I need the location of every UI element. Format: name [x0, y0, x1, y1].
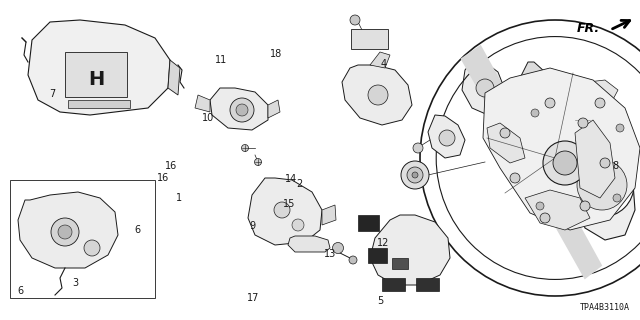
Circle shape — [349, 256, 357, 264]
Text: 11: 11 — [214, 55, 227, 65]
Circle shape — [580, 201, 590, 211]
Polygon shape — [428, 115, 465, 158]
Polygon shape — [195, 95, 210, 112]
Text: 13: 13 — [323, 249, 336, 260]
Circle shape — [536, 202, 544, 210]
Polygon shape — [268, 100, 280, 118]
Polygon shape — [68, 100, 130, 108]
Polygon shape — [248, 178, 322, 245]
Text: TPA4B3110A: TPA4B3110A — [580, 303, 630, 312]
Text: 6: 6 — [134, 225, 141, 236]
FancyBboxPatch shape — [392, 258, 408, 268]
Circle shape — [230, 98, 254, 122]
Circle shape — [236, 104, 248, 116]
Polygon shape — [370, 52, 390, 68]
Text: FR.: FR. — [577, 21, 600, 35]
Text: 7: 7 — [49, 89, 56, 100]
Polygon shape — [580, 80, 618, 105]
Polygon shape — [370, 215, 450, 285]
Text: 14: 14 — [285, 173, 298, 184]
Circle shape — [543, 141, 587, 185]
Text: 12: 12 — [376, 238, 389, 248]
Circle shape — [401, 161, 429, 189]
Polygon shape — [575, 120, 615, 198]
Circle shape — [241, 145, 248, 151]
Circle shape — [476, 79, 494, 97]
Circle shape — [407, 167, 423, 183]
Text: 3: 3 — [72, 278, 79, 288]
FancyBboxPatch shape — [358, 214, 378, 230]
Circle shape — [553, 151, 577, 175]
Text: 4: 4 — [381, 59, 387, 69]
Circle shape — [368, 85, 388, 105]
Text: 6: 6 — [17, 286, 24, 296]
Text: 9: 9 — [250, 220, 256, 231]
Text: 18: 18 — [270, 49, 283, 59]
FancyBboxPatch shape — [381, 277, 404, 291]
Polygon shape — [525, 190, 590, 230]
Circle shape — [616, 124, 624, 132]
Polygon shape — [322, 205, 336, 225]
Polygon shape — [487, 123, 525, 163]
Circle shape — [274, 202, 290, 218]
Circle shape — [578, 118, 588, 128]
Text: 2: 2 — [296, 179, 303, 189]
Circle shape — [58, 225, 72, 239]
Text: 16: 16 — [165, 161, 178, 172]
Text: 5: 5 — [378, 296, 384, 306]
Circle shape — [333, 243, 344, 253]
FancyBboxPatch shape — [367, 247, 387, 262]
Circle shape — [413, 143, 423, 153]
Circle shape — [545, 98, 555, 108]
Circle shape — [577, 160, 627, 210]
Polygon shape — [168, 60, 180, 95]
Circle shape — [350, 15, 360, 25]
Polygon shape — [520, 62, 552, 112]
Polygon shape — [342, 65, 412, 125]
Circle shape — [500, 128, 510, 138]
Text: 17: 17 — [246, 292, 259, 303]
Circle shape — [595, 98, 605, 108]
Text: 1: 1 — [176, 193, 182, 204]
Circle shape — [255, 158, 262, 165]
FancyBboxPatch shape — [65, 52, 127, 97]
Circle shape — [84, 240, 100, 256]
Text: 10: 10 — [202, 113, 214, 124]
Circle shape — [412, 172, 418, 178]
FancyBboxPatch shape — [351, 29, 388, 49]
Circle shape — [570, 153, 634, 217]
Text: 8: 8 — [612, 161, 619, 172]
Circle shape — [439, 130, 455, 146]
Polygon shape — [462, 58, 505, 115]
Circle shape — [540, 213, 550, 223]
Circle shape — [613, 194, 621, 202]
Polygon shape — [483, 68, 640, 230]
Polygon shape — [505, 82, 520, 100]
Polygon shape — [461, 45, 602, 279]
Text: 16: 16 — [157, 172, 170, 183]
Circle shape — [531, 109, 539, 117]
Circle shape — [600, 158, 610, 168]
Circle shape — [292, 219, 304, 231]
Polygon shape — [210, 88, 268, 130]
Polygon shape — [288, 236, 330, 252]
Text: 15: 15 — [283, 199, 296, 209]
Text: H: H — [88, 69, 104, 89]
Circle shape — [51, 218, 79, 246]
Circle shape — [510, 173, 520, 183]
FancyBboxPatch shape — [415, 277, 438, 291]
Polygon shape — [568, 95, 635, 240]
Polygon shape — [18, 192, 118, 268]
Polygon shape — [28, 20, 170, 115]
